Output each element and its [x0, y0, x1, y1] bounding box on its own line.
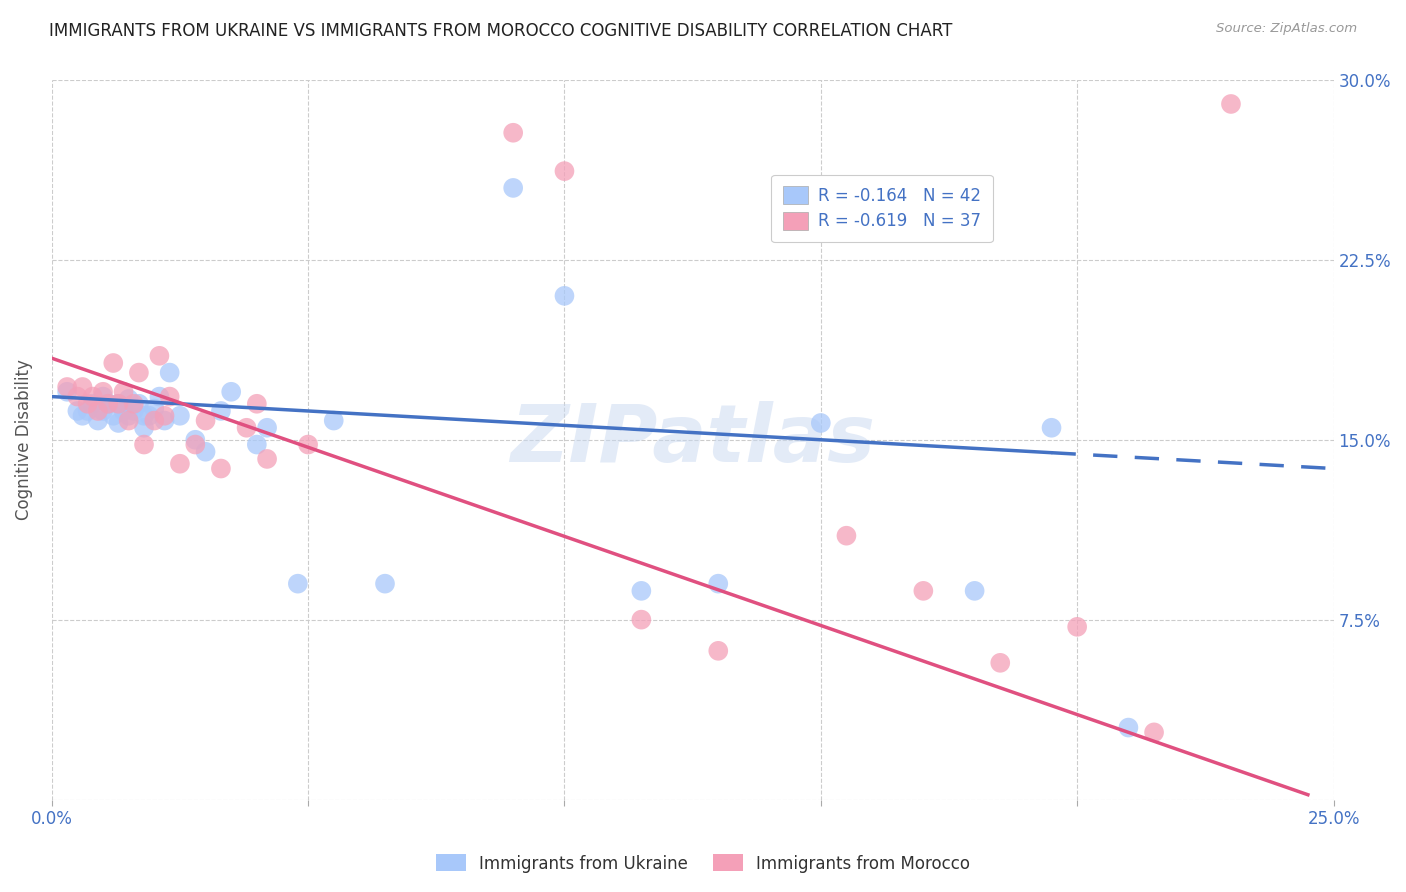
Point [132, 421, 155, 435]
Point [91, 390, 114, 404]
Point [1143, 725, 1166, 739]
Point [1118, 721, 1140, 735]
Text: Source: ZipAtlas.com: Source: ZipAtlas.com [1216, 22, 1357, 36]
Point [128, 397, 150, 411]
Point [56, 380, 79, 394]
Point [1066, 620, 1088, 634]
Point [72, 380, 94, 394]
Point [835, 529, 858, 543]
Point [132, 409, 155, 423]
Point [153, 409, 176, 423]
Point [82, 397, 104, 411]
Point [112, 384, 135, 399]
Point [107, 416, 129, 430]
Point [76, 404, 98, 418]
Point [553, 164, 575, 178]
Point [246, 437, 269, 451]
Point [118, 413, 141, 427]
Point [72, 409, 94, 423]
Point [1040, 421, 1063, 435]
Point [810, 416, 832, 430]
Y-axis label: Cognitive Disability: Cognitive Disability [15, 359, 32, 520]
Legend: R = -0.164   N = 42, R = -0.619   N = 37: R = -0.164 N = 42, R = -0.619 N = 37 [772, 175, 993, 242]
Point [112, 404, 135, 418]
Point [502, 126, 524, 140]
Point [66, 404, 89, 418]
Point [103, 409, 125, 423]
Point [159, 366, 181, 380]
Point [169, 457, 191, 471]
Point [122, 404, 145, 418]
Point [128, 366, 150, 380]
Point [66, 390, 89, 404]
Point [707, 644, 730, 658]
Point [256, 452, 278, 467]
Point [707, 576, 730, 591]
Point [219, 384, 242, 399]
Text: IMMIGRANTS FROM UKRAINE VS IMMIGRANTS FROM MOROCCO COGNITIVE DISABILITY CORRELAT: IMMIGRANTS FROM UKRAINE VS IMMIGRANTS FR… [49, 22, 953, 40]
Point [1220, 97, 1243, 112]
Point [76, 397, 98, 411]
Point [502, 181, 524, 195]
Point [97, 397, 120, 411]
Point [159, 390, 181, 404]
Point [132, 437, 155, 451]
Point [56, 384, 79, 399]
Point [97, 397, 120, 411]
Point [988, 656, 1011, 670]
Point [553, 289, 575, 303]
Point [184, 437, 207, 451]
Point [138, 409, 160, 423]
Point [246, 397, 269, 411]
Point [82, 390, 104, 404]
Point [194, 413, 217, 427]
Point [87, 413, 110, 427]
Point [91, 384, 114, 399]
Point [148, 390, 170, 404]
Point [184, 433, 207, 447]
Point [209, 461, 232, 475]
Point [103, 356, 125, 370]
Point [194, 444, 217, 458]
Point [107, 397, 129, 411]
Point [143, 413, 166, 427]
Point [107, 397, 129, 411]
Point [630, 583, 652, 598]
Point [287, 576, 309, 591]
Point [209, 404, 232, 418]
Point [122, 397, 145, 411]
Point [118, 392, 141, 406]
Point [91, 404, 114, 418]
Point [256, 421, 278, 435]
Point [374, 576, 396, 591]
Point [118, 409, 141, 423]
Point [87, 404, 110, 418]
Point [153, 413, 176, 427]
Point [963, 583, 986, 598]
Point [169, 409, 191, 423]
Text: ZIPatlas: ZIPatlas [510, 401, 875, 479]
Point [322, 413, 344, 427]
Point [912, 583, 935, 598]
Point [630, 613, 652, 627]
Point [297, 437, 319, 451]
Point [143, 401, 166, 416]
Point [235, 421, 257, 435]
Legend: Immigrants from Ukraine, Immigrants from Morocco: Immigrants from Ukraine, Immigrants from… [429, 847, 977, 880]
Point [148, 349, 170, 363]
